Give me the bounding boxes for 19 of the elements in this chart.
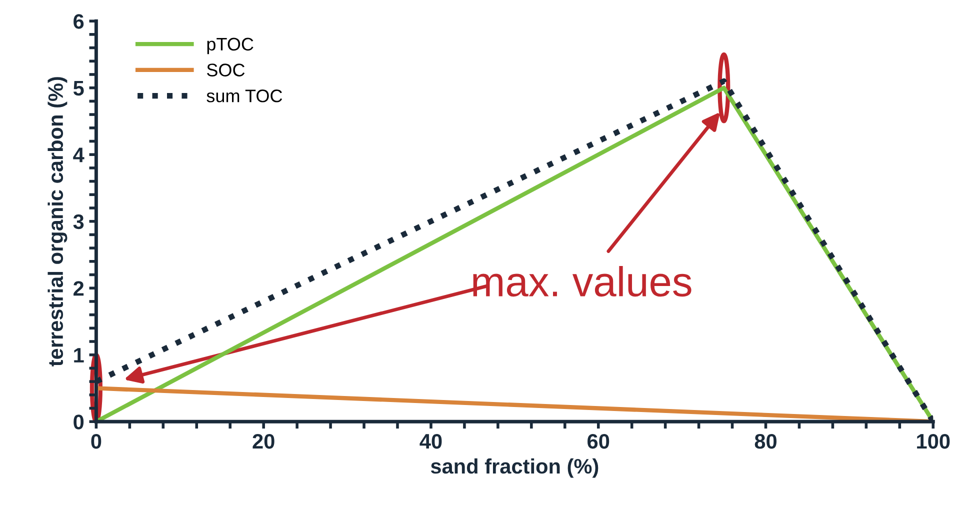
x-axis-title: sand fraction (%) [430,458,598,478]
y-tick-label: 3 [73,214,84,230]
y-tick-label: 6 [74,14,84,29]
y-tick-label: 5 [73,81,84,96]
y-axis-title: terrestrial organic carbon (%) [48,77,68,366]
x-tick-label: 0 [91,434,102,449]
legend-label: sum TOC [206,90,282,102]
x-tick-label: 20 [252,434,274,449]
x-tick-label: 60 [588,434,610,449]
y-tick-label: 0 [74,414,84,430]
y-tick-label: 2 [74,281,84,296]
legend-label: SOC [206,64,245,76]
x-tick-label: 80 [754,434,776,449]
y-tick-label: 4 [73,148,84,162]
x-tick-label: 40 [420,434,442,449]
x-tick-label: 100 [917,434,950,449]
annotation: max. values [473,266,692,297]
y-tick-label: 1 [74,348,84,362]
legend-label: pTOC [207,38,254,54]
